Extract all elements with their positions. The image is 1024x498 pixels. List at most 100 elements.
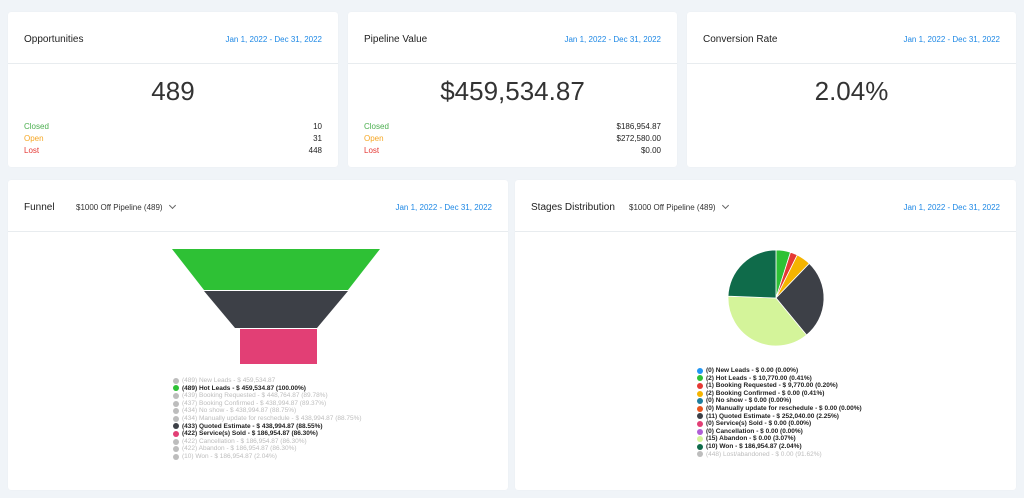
- stat-label: Open: [364, 134, 384, 143]
- legend-label: (15) Abandon - $ 0.00 (3.07%): [706, 435, 796, 443]
- legend-dot-icon: [697, 398, 703, 405]
- card-title: Funnel: [24, 202, 55, 213]
- legend-dot-icon: [173, 392, 179, 399]
- legend-dot-icon: [173, 423, 179, 430]
- legend-dot-icon: [697, 390, 703, 397]
- legend-item[interactable]: (437) Booking Confirmed - $ 438,994.87 (…: [173, 400, 362, 408]
- stat-value: 31: [313, 134, 322, 143]
- conversion-rate-value: 2.04%: [814, 76, 889, 106]
- legend-item[interactable]: (434) No show - $ 438,994.87 (88.75%): [173, 407, 362, 415]
- legend-item[interactable]: (0) Service(s) Sold - $ 0.00 (0.00%): [697, 420, 862, 428]
- card-title: Pipeline Value: [364, 34, 428, 45]
- pie-slice-won[interactable]: [727, 250, 777, 299]
- card-header: Opportunities Jan 1, 2022 - Dec 31, 2022: [8, 12, 338, 64]
- legend-label: (1) Booking Requested - $ 9,770.00 (0.20…: [706, 382, 838, 390]
- chevron-down-icon: [168, 201, 176, 210]
- legend-item[interactable]: (433) Quoted Estimate - $ 438,994.87 (88…: [173, 423, 362, 431]
- card-title: Stages Distribution: [531, 202, 615, 213]
- legend-label: (434) No show - $ 438,994.87 (88.75%): [182, 407, 297, 415]
- legend-item[interactable]: (0) No show - $ 0.00 (0.00%): [697, 397, 862, 405]
- legend-label: (0) Cancellation - $ 0.00 (0.00%): [706, 427, 803, 435]
- legend-item[interactable]: (1) Booking Requested - $ 9,770.00 (0.20…: [697, 382, 862, 390]
- pipeline-value-card: Pipeline Value Jan 1, 2022 - Dec 31, 202…: [348, 12, 677, 167]
- legend-label: (10) Won - $ 186,954.87 (2.04%): [706, 442, 802, 450]
- funnel-stage-hot-leads[interactable]: [172, 249, 380, 290]
- conversion-rate-card: Conversion Rate Jan 1, 2022 - Dec 31, 20…: [687, 12, 1016, 167]
- legend-dot-icon: [173, 430, 179, 437]
- legend-item[interactable]: (2) Hot Leads - $ 10,770.00 (0.41%): [697, 375, 862, 383]
- legend-label: (439) Booking Requested - $ 448,764.87 (…: [182, 392, 328, 400]
- stat-label: Open: [24, 134, 44, 143]
- chevron-down-icon: [721, 201, 729, 210]
- pipeline-value-total: $459,534.87: [440, 76, 585, 106]
- legend-item[interactable]: (10) Won - $ 186,954.87 (2.04%): [697, 443, 862, 451]
- stat-value: 448: [308, 146, 322, 155]
- stages-distribution-card: Stages Distribution $1000 Off Pipeline (…: [515, 180, 1016, 490]
- pipeline-select[interactable]: $1000 Off Pipeline (489): [629, 201, 729, 212]
- pie-slice-abandon[interactable]: [727, 295, 808, 347]
- legend-dot-icon: [173, 415, 179, 422]
- date-range-link[interactable]: Jan 1, 2022 - Dec 31, 2022: [903, 35, 1000, 44]
- legend-label: (422) Service(s) Sold - $ 186,954.87 (86…: [182, 430, 318, 438]
- stat-value: $186,954.87: [616, 122, 662, 131]
- legend-item[interactable]: (0) Manually update for reschedule - $ 0…: [697, 405, 862, 413]
- legend-item[interactable]: (489) Hot Leads - $ 459,534.87 (100.00%): [173, 385, 362, 393]
- card-header: Pipeline Value Jan 1, 2022 - Dec 31, 202…: [348, 12, 677, 64]
- legend-item[interactable]: (2) Booking Confirmed - $ 0.00 (0.41%): [697, 390, 862, 398]
- legend-dot-icon: [697, 451, 703, 458]
- legend-label: (437) Booking Confirmed - $ 438,994.87 (…: [182, 399, 327, 407]
- legend-dot-icon: [697, 420, 703, 427]
- funnel-legend: (489) New Leads - $ 459,534.87 (489) Hot …: [173, 377, 362, 461]
- legend-label: (422) Abandon - $ 186,954.87 (86.30%): [182, 445, 297, 453]
- date-range-link[interactable]: Jan 1, 2022 - Dec 31, 2022: [395, 203, 492, 212]
- legend-item[interactable]: (439) Booking Requested - $ 448,764.87 (…: [173, 392, 362, 400]
- stat-value: 10: [313, 122, 322, 131]
- date-range-link[interactable]: Jan 1, 2022 - Dec 31, 2022: [903, 203, 1000, 212]
- legend-label: (422) Cancellation - $ 186,954.87 (86.30…: [182, 437, 307, 445]
- pie-slice-quoted-estimate[interactable]: [775, 262, 825, 336]
- legend-dot-icon: [697, 413, 703, 420]
- legend-label: (489) Hot Leads - $ 459,534.87 (100.00%): [182, 384, 306, 392]
- card-title: Opportunities: [24, 34, 84, 45]
- legend-item[interactable]: (15) Abandon - $ 0.00 (3.07%): [697, 435, 862, 443]
- legend-dot-icon: [173, 400, 179, 407]
- legend-item[interactable]: (0) Cancellation - $ 0.00 (0.00%): [697, 428, 862, 436]
- legend-dot-icon: [173, 408, 179, 415]
- legend-item[interactable]: (448) Lost/abandoned - $ 0.00 (91.62%): [697, 451, 862, 459]
- date-range-link[interactable]: Jan 1, 2022 - Dec 31, 2022: [225, 35, 322, 44]
- legend-dot-icon: [697, 428, 703, 435]
- stages-pie-chart: [727, 250, 825, 347]
- legend-label: (448) Lost/abandoned - $ 0.00 (91.62%): [706, 450, 822, 458]
- legend-dot-icon: [173, 438, 179, 445]
- legend-item[interactable]: (422) Abandon - $ 186,954.87 (86.30%): [173, 445, 362, 453]
- stat-label: Lost: [364, 146, 380, 155]
- legend-label: (10) Won - $ 186,954.87 (2.04%): [182, 452, 277, 460]
- legend-dot-icon: [173, 446, 179, 453]
- pipeline-select-label: $1000 Off Pipeline (489): [629, 203, 716, 212]
- legend-dot-icon: [697, 443, 703, 450]
- pipeline-select-label: $1000 Off Pipeline (489): [76, 203, 163, 212]
- legend-item[interactable]: (489) New Leads - $ 459,534.87: [173, 377, 362, 385]
- funnel-chart: [172, 249, 380, 364]
- legend-item[interactable]: (422) Cancellation - $ 186,954.87 (86.30…: [173, 438, 362, 446]
- legend-dot-icon: [173, 377, 179, 384]
- legend-dot-icon: [173, 385, 179, 392]
- legend-item[interactable]: (0) New Leads - $ 0.00 (0.00%): [697, 367, 862, 375]
- funnel-stage-quoted-estimate[interactable]: [204, 291, 348, 328]
- card-header: Stages Distribution $1000 Off Pipeline (…: [515, 180, 1016, 232]
- opportunities-card: Opportunities Jan 1, 2022 - Dec 31, 2022…: [8, 12, 338, 167]
- legend-label: (433) Quoted Estimate - $ 438,994.87 (88…: [182, 422, 323, 430]
- opportunities-total: 489: [151, 76, 195, 106]
- legend-dot-icon: [697, 382, 703, 389]
- legend-item[interactable]: (422) Service(s) Sold - $ 186,954.87 (86…: [173, 430, 362, 438]
- stat-label: Closed: [24, 122, 49, 131]
- legend-label: (0) New Leads - $ 0.00 (0.00%): [706, 367, 799, 374]
- date-range-link[interactable]: Jan 1, 2022 - Dec 31, 2022: [564, 35, 661, 44]
- card-header: Funnel $1000 Off Pipeline (489) Jan 1, 2…: [8, 180, 508, 232]
- funnel-stage-services-sold[interactable]: [240, 329, 317, 364]
- legend-item[interactable]: (10) Won - $ 186,954.87 (2.04%): [173, 453, 362, 461]
- legend-item[interactable]: (434) Manually update for reschedule - $…: [173, 415, 362, 423]
- legend-item[interactable]: (11) Quoted Estimate - $ 252,040.00 (2.2…: [697, 413, 862, 421]
- pipeline-select[interactable]: $1000 Off Pipeline (489): [76, 201, 176, 212]
- funnel-card: Funnel $1000 Off Pipeline (489) Jan 1, 2…: [8, 180, 508, 490]
